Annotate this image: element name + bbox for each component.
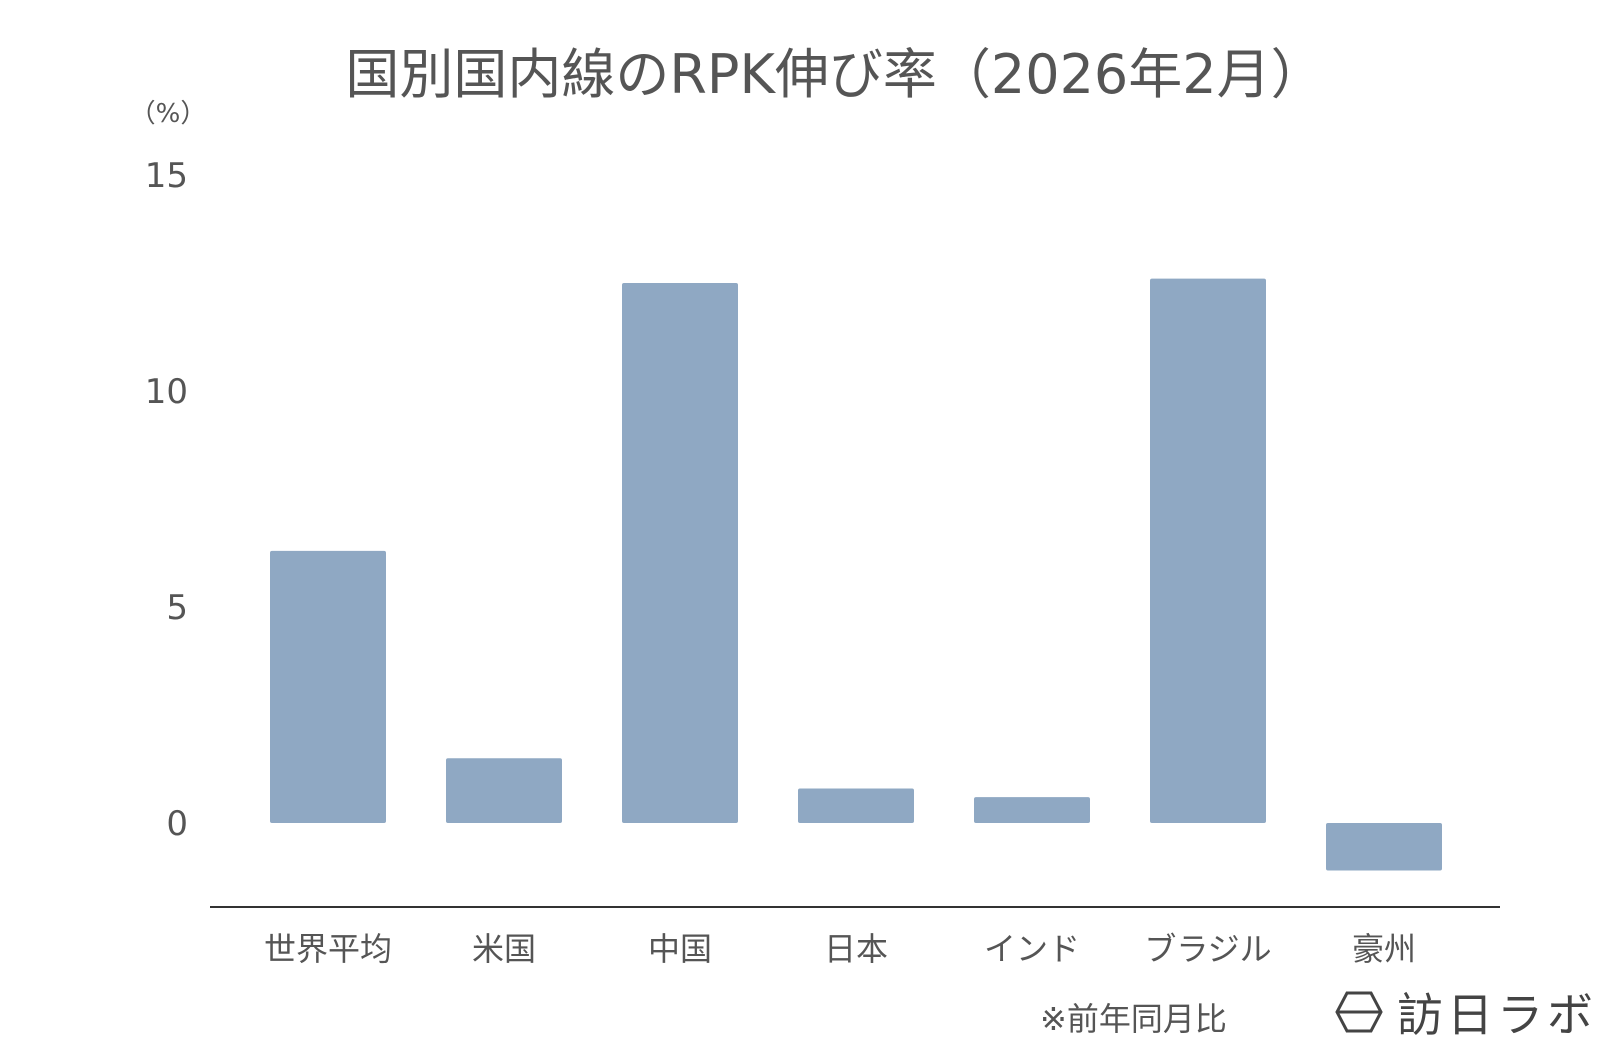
category-label: ブラジル — [1144, 930, 1271, 968]
bar-2 — [622, 283, 738, 823]
y-tick-label: 0 — [166, 804, 188, 844]
logo-text: 訪日ラボ — [1397, 988, 1597, 1042]
y-axis-ticks: 0 5 10 15 — [145, 156, 188, 844]
category-label: インド — [984, 930, 1080, 968]
brand-logo: 訪日ラボ — [1335, 984, 1597, 1042]
category-label: 世界平均 — [264, 930, 392, 968]
bar-3 — [798, 788, 914, 823]
bar-1 — [446, 758, 562, 823]
category-labels: 世界平均 米国 中国 日本 インド ブラジル 豪州 — [264, 930, 1416, 968]
y-tick-label: 15 — [145, 156, 188, 196]
category-label: 日本 — [824, 930, 888, 968]
bar-4 — [974, 797, 1090, 823]
category-label: 中国 — [648, 930, 712, 968]
bar-6 — [1326, 823, 1442, 871]
chart-title: 国別国内線のRPK伸び率（2026年2月） — [345, 43, 1325, 106]
footnote: ※前年同月比 — [1040, 1000, 1227, 1038]
bar-0 — [270, 550, 386, 823]
y-tick-label: 10 — [145, 372, 188, 412]
bar-5 — [1150, 278, 1266, 823]
category-label: 米国 — [472, 930, 536, 968]
bars — [270, 278, 1442, 871]
category-label: 豪州 — [1352, 930, 1416, 968]
hexagon-logo-icon — [1335, 991, 1383, 1033]
y-tick-label: 5 — [166, 588, 188, 628]
y-axis-unit-label: （%） — [130, 99, 207, 129]
